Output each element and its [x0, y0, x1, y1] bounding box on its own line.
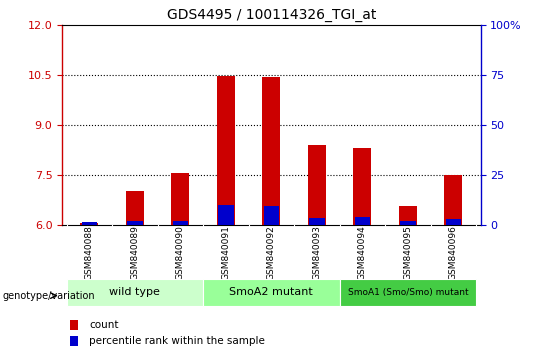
Text: SmoA2 mutant: SmoA2 mutant — [230, 287, 313, 297]
Bar — [444, 175, 462, 225]
Bar — [400, 222, 416, 225]
Text: GSM840090: GSM840090 — [176, 225, 185, 280]
Text: genotype/variation: genotype/variation — [3, 291, 96, 301]
Bar — [399, 206, 417, 225]
Bar — [70, 320, 78, 330]
Bar — [218, 205, 234, 225]
Text: GSM840093: GSM840093 — [312, 225, 321, 280]
Bar — [173, 221, 188, 225]
Bar — [340, 279, 476, 307]
Bar — [203, 279, 340, 307]
Text: GSM840092: GSM840092 — [267, 225, 276, 280]
Bar — [82, 222, 97, 225]
Text: GSM840094: GSM840094 — [358, 225, 367, 280]
Bar — [171, 173, 190, 225]
Text: percentile rank within the sample: percentile rank within the sample — [89, 336, 265, 346]
Text: GSM840089: GSM840089 — [130, 225, 139, 280]
Bar — [308, 145, 326, 225]
Bar — [70, 336, 78, 346]
Bar — [66, 279, 203, 307]
Text: wild type: wild type — [110, 287, 160, 297]
Text: GSM840088: GSM840088 — [85, 225, 94, 280]
Title: GDS4495 / 100114326_TGI_at: GDS4495 / 100114326_TGI_at — [167, 8, 376, 22]
Bar — [309, 218, 325, 225]
Bar — [217, 76, 235, 225]
Text: count: count — [89, 320, 119, 330]
Bar — [264, 206, 279, 225]
Bar — [127, 222, 143, 225]
Text: GSM840095: GSM840095 — [403, 225, 413, 280]
Text: GSM840091: GSM840091 — [221, 225, 231, 280]
Bar — [80, 223, 98, 225]
Bar — [353, 148, 372, 225]
Bar — [262, 77, 280, 225]
Text: SmoA1 (Smo/Smo) mutant: SmoA1 (Smo/Smo) mutant — [348, 288, 468, 297]
Bar — [446, 219, 461, 225]
Bar — [126, 192, 144, 225]
Bar — [355, 217, 370, 225]
Text: GSM840096: GSM840096 — [449, 225, 458, 280]
